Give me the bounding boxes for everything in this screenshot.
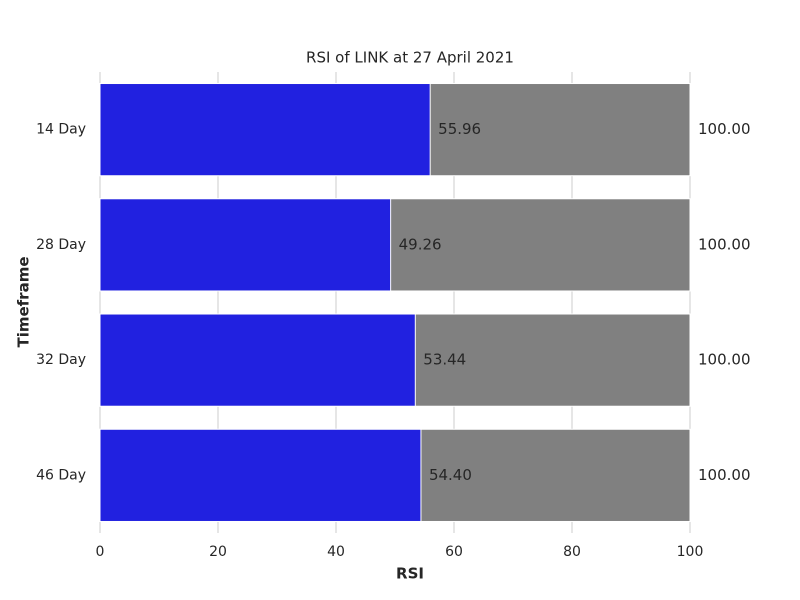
x-tick-label: 80 [563,544,581,560]
y-tick-label: 32 Day [36,352,86,368]
x-tick-label: 60 [445,544,463,560]
x-tick-label: 0 [96,544,105,560]
bar [99,428,422,522]
y-tick-label: 46 Day [36,467,86,483]
x-tick-label: 20 [209,544,227,560]
data-label: 100.00 [698,235,751,253]
chart-title: RSI of LINK at 27 April 2021 [306,49,514,67]
data-label: 100.00 [698,466,751,484]
x-tick-label: 40 [327,544,345,560]
y-tick-label: 28 Day [36,237,86,253]
data-label: 49.26 [399,235,442,253]
data-label: 100.00 [698,120,751,138]
y-tick-label: 14 Day [36,122,86,138]
data-label: 54.40 [429,466,472,484]
y-axis-label: Timeframe [15,256,33,347]
bar [99,198,392,292]
data-label: 100.00 [698,351,751,369]
data-label: 53.44 [423,351,466,369]
x-tick-label: 100 [677,544,704,560]
data-label: 55.96 [438,120,481,138]
x-axis-label: RSI [396,565,424,583]
bar [99,83,431,177]
bar [99,313,416,407]
